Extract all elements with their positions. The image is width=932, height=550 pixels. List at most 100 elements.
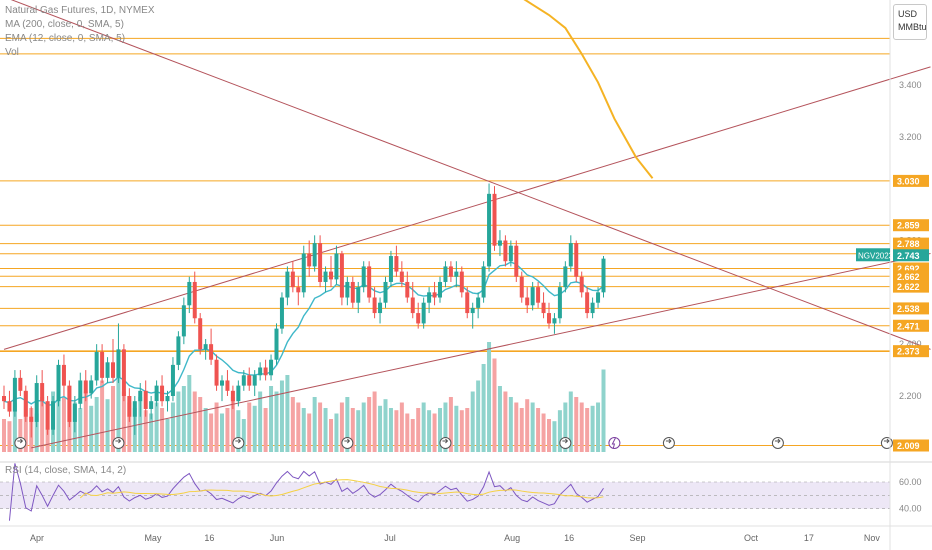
candle-body (263, 367, 268, 376)
date-tick: Jul (384, 533, 396, 543)
level-tag (893, 319, 929, 332)
level-tag-label: 2.471 (897, 321, 920, 331)
candlesticks (2, 183, 606, 438)
volume-bar (552, 421, 557, 452)
date-tick: Sep (630, 533, 646, 543)
date-tick: May (144, 533, 162, 543)
symbol-badge (856, 248, 890, 262)
volume-bar (596, 402, 601, 452)
rsi-pane (0, 461, 932, 527)
date-tick: 16 (204, 533, 214, 543)
candle-body (492, 193, 497, 246)
candle-body (585, 292, 590, 314)
event-glyph (611, 437, 616, 449)
candle-body (503, 240, 508, 262)
candle-body (514, 245, 519, 277)
candle-body (378, 302, 383, 314)
volume-bar (329, 419, 333, 452)
candle-body (405, 281, 410, 298)
currency-unit-button[interactable]: USD MMBtu (893, 4, 927, 40)
candle-body (296, 287, 301, 293)
event-glyph (115, 438, 122, 444)
candle-body (181, 305, 186, 337)
event-glyph (774, 438, 781, 444)
candle-body (579, 276, 584, 293)
volume-bar (83, 391, 88, 452)
date-tick: Jun (270, 533, 285, 543)
candle-body (247, 375, 252, 386)
candle-body (2, 396, 6, 402)
candle-body (410, 297, 415, 314)
candle-body (61, 364, 66, 386)
volume-bar (334, 413, 339, 452)
ema-12-line (3, 261, 604, 406)
level-tag (893, 280, 929, 293)
candle-body (323, 271, 328, 282)
chart-legend: Natural Gas Futures, 1D, NYMEX MA (200, … (5, 4, 155, 60)
candle-body (154, 385, 159, 402)
level-tag (893, 270, 929, 283)
volume-bar (601, 369, 606, 452)
volume-bar (350, 408, 355, 452)
level-tag-label: 2.373 (897, 347, 920, 357)
volume-bars (2, 342, 606, 452)
volume-bar (181, 386, 186, 452)
date-tick: Nov (864, 533, 881, 543)
volume-bar (585, 408, 590, 452)
candle-body (203, 344, 208, 350)
volume-bar (536, 408, 541, 452)
volume-bar (519, 408, 524, 452)
candle-body (274, 328, 279, 360)
event-glyph (344, 438, 351, 444)
candle-body (121, 349, 126, 396)
candle-body (301, 253, 306, 293)
candle-body (372, 297, 377, 314)
rsi-ma-line (79, 479, 604, 499)
volume-bar (149, 413, 154, 452)
price-axis: 3.4003.2002.8002.4002.2003.0302.8592.788… (856, 0, 929, 550)
candle-body (111, 362, 115, 378)
volume-bar (241, 419, 246, 452)
candle-body (574, 243, 579, 277)
candle-body (454, 271, 459, 277)
candle-body (465, 292, 470, 314)
candle-body (443, 266, 448, 282)
candle-body (269, 359, 274, 376)
price-tick: 2.200 (899, 391, 922, 401)
level-tag-label: 2.692 (897, 264, 920, 274)
candle-body (18, 377, 23, 391)
date-tick: Aug (504, 533, 520, 543)
candle-body (176, 336, 181, 365)
volume-bar (427, 410, 432, 452)
volume-bar (111, 386, 115, 452)
candle-body (132, 401, 137, 417)
event-markers (14, 437, 893, 449)
candle-body (525, 297, 530, 306)
volume-bar (416, 408, 421, 452)
candle-body (432, 292, 437, 298)
volume-bar (383, 399, 388, 452)
candle-body (116, 349, 121, 378)
volume-bar (470, 391, 475, 452)
candle-body (225, 380, 230, 391)
trendline (3, 66, 931, 350)
candle-body (541, 302, 546, 314)
candle-body (476, 297, 481, 308)
candle-body (209, 344, 214, 360)
volume-bar (170, 402, 175, 452)
lightning-event-icon (608, 437, 621, 449)
candle-body (56, 364, 61, 402)
symbol-badge-label: NGV2023 (858, 251, 894, 260)
candle-body (470, 307, 475, 314)
candle-body (241, 375, 246, 386)
volume-bar (497, 386, 502, 452)
volume-bar (492, 358, 497, 452)
level-tag (893, 219, 929, 232)
candle-body (557, 287, 562, 319)
volume-bar (399, 402, 404, 452)
volume-bar (590, 405, 595, 452)
volume-bar (557, 410, 562, 452)
last-price-label: 2.743 (897, 251, 920, 261)
level-tag-label: 2.859 (897, 221, 920, 231)
